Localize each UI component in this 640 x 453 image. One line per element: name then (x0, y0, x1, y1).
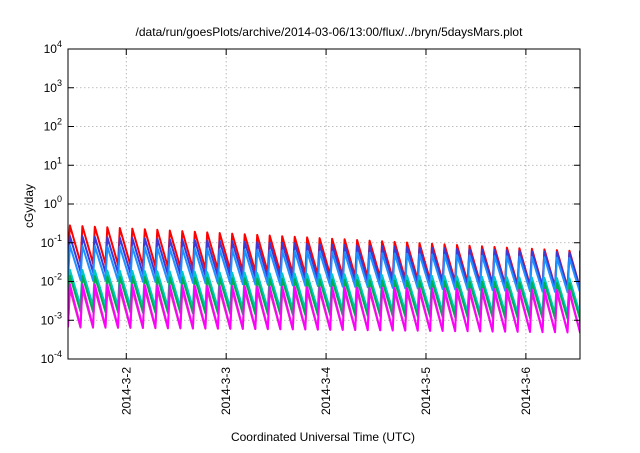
y-tick-label: 100 (44, 194, 62, 211)
series-layer (68, 224, 580, 334)
y-tick-label: 10-2 (41, 272, 62, 289)
y-tick-label: 10-4 (41, 349, 62, 366)
grid-layer (68, 49, 580, 359)
y-tick-label: 104 (44, 39, 62, 56)
x-axis-label: Coordinated Universal Time (UTC) (231, 430, 415, 444)
chart-title: /data/run/goesPlots/archive/2014-03-06/1… (136, 25, 524, 39)
y-tick-label: 10-1 (41, 233, 62, 250)
x-tick-label: 2014-3-2 (119, 367, 133, 415)
series-line-7 (68, 283, 580, 334)
x-tick-label: 2014-3-6 (519, 367, 533, 415)
x-tick-label: 2014-3-4 (319, 367, 333, 415)
y-tick-label: 10-3 (41, 310, 62, 327)
y-tick-label: 103 (44, 78, 62, 95)
x-tick-label: 2014-3-3 (219, 367, 233, 415)
series-line-3 (68, 244, 580, 294)
y-tick-label: 102 (44, 117, 62, 134)
y-axis-label: cGy/day (22, 184, 36, 228)
x-tick-label: 2014-3-5 (419, 367, 433, 415)
y-tick-label: 101 (44, 155, 62, 172)
